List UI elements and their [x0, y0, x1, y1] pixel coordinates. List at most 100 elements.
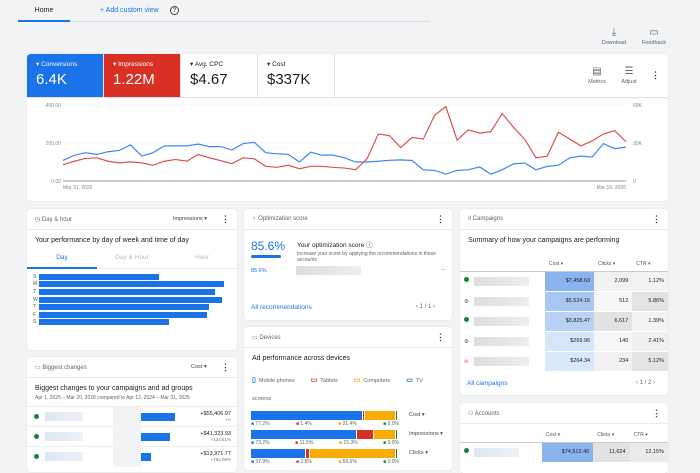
- all-campaigns-link[interactable]: All campaigns: [467, 380, 507, 387]
- campaigns-card: ıl Campaigns⋮ Summary of how your campai…: [460, 209, 668, 395]
- bar-segment[interactable]: [396, 411, 398, 420]
- day-bar[interactable]: [39, 304, 209, 310]
- metric-value: $337K: [267, 71, 325, 88]
- right-tick-label: 0: [633, 179, 636, 185]
- metrics-label: Metrics: [588, 79, 606, 85]
- cell-clicks: 140: [594, 331, 632, 351]
- cell-cost: $264.34: [545, 351, 594, 371]
- day-row: T: [33, 288, 231, 296]
- column-ctr[interactable]: CTR ▾: [630, 428, 668, 442]
- column-ctr[interactable]: CTR ▾: [632, 257, 668, 271]
- column-clicks[interactable]: Clicks ▾: [594, 257, 632, 271]
- column-clicks[interactable]: Clicks ▾: [593, 428, 629, 442]
- bar-segment[interactable]: [396, 449, 398, 458]
- feedback-icon: ▭: [634, 27, 674, 40]
- tab-home[interactable]: Home: [18, 0, 70, 22]
- day-bar[interactable]: [39, 319, 169, 325]
- legend-item: ▭Tablets: [311, 378, 346, 384]
- more-icon[interactable]: ⋮: [436, 332, 445, 343]
- metric-tile-avg-cpc[interactable]: ▾ Avg. CPC$4.67: [181, 54, 258, 97]
- more-icon[interactable]: ⋮: [436, 214, 445, 225]
- segment-label: ■ 15.3%: [339, 440, 358, 446]
- card-title: Accounts: [475, 411, 500, 417]
- pager[interactable]: ‹ 1 / 1 ›: [416, 304, 435, 310]
- download-icon: ⤓: [594, 27, 634, 40]
- day-bar[interactable]: [39, 274, 159, 280]
- metric-tile-cost[interactable]: ▾ Cost$337K: [258, 54, 335, 97]
- change-row[interactable]: +$13,971.77+762.06%: [27, 446, 237, 466]
- pager[interactable]: ‹ 1 / 2 ›: [636, 380, 655, 386]
- cell-ctr: 5.86%: [632, 291, 668, 311]
- status-dot: [34, 454, 39, 459]
- day-bar[interactable]: [39, 297, 222, 303]
- cell-clicks: 512: [594, 291, 632, 311]
- stacked-bar: [251, 430, 399, 439]
- metric-dropdown[interactable]: Impressions ▾: [409, 431, 443, 446]
- bar-segment[interactable]: [396, 430, 398, 439]
- card-subtitle: Summary of how your campaigns are perfor…: [460, 230, 668, 251]
- campaign-name: [45, 432, 83, 441]
- bar-segment[interactable]: [365, 411, 396, 420]
- column-cost[interactable]: Cost ▾: [545, 257, 594, 271]
- tab-hour[interactable]: Hour: [167, 251, 237, 269]
- status-icon-gear: ⚙: [464, 338, 469, 344]
- account-score: 85.6%: [251, 268, 267, 274]
- change-row[interactable]: +$41,323.93+124.51%: [27, 426, 237, 446]
- more-icon[interactable]: ⋮: [651, 70, 660, 81]
- cell-ctr: 1.39%: [632, 311, 668, 331]
- metric-dropdown[interactable]: Cost ▾: [409, 412, 425, 427]
- score-heading: Your optimization score ⓘ: [297, 239, 447, 249]
- bar-segment[interactable]: [251, 449, 306, 458]
- column-cost[interactable]: Cost ▾: [542, 428, 593, 442]
- feedback-button[interactable]: ▭Feedback: [634, 27, 674, 46]
- all-recommendations-link[interactable]: All recommendations: [251, 304, 312, 311]
- more-icon[interactable]: ⋮: [221, 214, 230, 225]
- day-bar[interactable]: [39, 289, 215, 295]
- feedback-label: Feedback: [642, 40, 666, 46]
- devices-card: ▭ Devices⋮ Ad performance across devices…: [244, 327, 452, 470]
- adjust-button[interactable]: ☰Adjust: [610, 66, 648, 85]
- metric-dropdown[interactable]: Impressions ▾: [173, 216, 207, 222]
- metric-dropdown[interactable]: Cost ▾: [191, 364, 207, 370]
- download-button[interactable]: ⤓Download: [594, 27, 634, 46]
- bar-segment[interactable]: [374, 430, 396, 439]
- bar-segment[interactable]: [357, 430, 374, 439]
- day-bar[interactable]: [39, 281, 224, 287]
- campaign-name: [474, 337, 529, 346]
- cell-cost: $7,458.63: [545, 271, 594, 291]
- status-dot: [34, 414, 39, 419]
- bar-segment[interactable]: [310, 449, 396, 458]
- bar-segment[interactable]: [251, 411, 363, 420]
- change-row[interactable]: +$55,406.97+∞: [27, 406, 237, 426]
- segment-label: ■ 11.5%: [295, 440, 313, 446]
- tab-day[interactable]: Day: [27, 251, 97, 269]
- tab-day-hour[interactable]: Day & Hour: [97, 251, 167, 269]
- more-icon[interactable]: ⋮: [652, 214, 661, 225]
- add-custom-view-button[interactable]: + Add custom view: [100, 7, 159, 14]
- day-bar[interactable]: [39, 312, 207, 318]
- arrow-right-icon[interactable]: →: [440, 266, 446, 272]
- day-row: S: [33, 319, 231, 327]
- optimization-score: 85.6%: [251, 239, 285, 253]
- device-icon: ▯: [252, 377, 256, 384]
- help-icon[interactable]: ⓘ: [366, 242, 373, 249]
- bar-segment[interactable]: [251, 430, 357, 439]
- more-icon[interactable]: ⋮: [652, 408, 661, 419]
- more-icon[interactable]: ⋮: [221, 362, 230, 373]
- day-row: S: [33, 273, 231, 281]
- metric-dropdown[interactable]: Clicks ▾: [409, 450, 428, 465]
- help-icon[interactable]: ?: [170, 6, 179, 15]
- segment-label: ■ 0.0%: [383, 459, 399, 465]
- accounts-icon: ⚇: [468, 411, 473, 417]
- segment-label: ■ 0.0%: [383, 421, 399, 427]
